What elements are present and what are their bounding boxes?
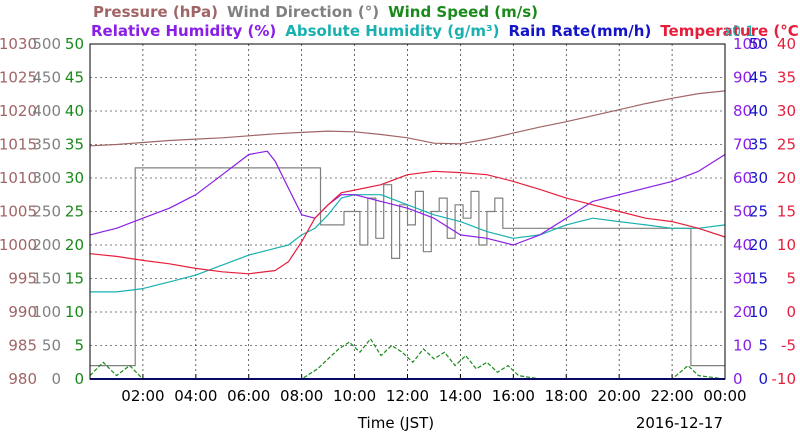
y-tick-label-wind-speed: 25 [65, 203, 84, 221]
y-tick-label-wind-direction: 150 [32, 270, 61, 288]
x-tick-label: 18:00 [545, 387, 588, 405]
y-tick-label-wind-speed: 40 [65, 102, 84, 120]
y-tick-label-humidity: 70 [733, 136, 752, 154]
y-tick-label-wind-direction: 350 [32, 136, 61, 154]
y-tick-label-humidity: 10 [733, 337, 752, 355]
y-tick-label-temperature: 0 [786, 303, 796, 321]
y-tick-label-wind-direction: 250 [32, 203, 61, 221]
y-tick-label-pressure: 1020 [0, 102, 37, 120]
y-tick-label-pressure: 1000 [0, 236, 37, 254]
series-line-temperature [89, 170, 726, 275]
x-tick-label: 02:00 [121, 387, 164, 405]
y-tick-label-humidity: 20 [733, 303, 752, 321]
y-tick-label-rain-rate: 15 [749, 270, 768, 288]
y-tick-label-temperature: 35 [777, 69, 796, 87]
legend-entry: Rain Rate(mm/h) [508, 22, 651, 40]
y-tick-label-rain-rate: 25 [749, 203, 768, 221]
y-tick-label-wind-direction: 0 [51, 370, 61, 388]
y-tick-label-rain-rate: 0 [758, 370, 768, 388]
y-tick-label-wind-speed: 45 [65, 69, 84, 87]
y-tick-label-humidity: 100 [733, 35, 762, 53]
legend-entry: Temperature (°C) [660, 22, 800, 40]
y-tick-label-wind-speed: 50 [65, 35, 84, 53]
y-tick-label-pressure: 1010 [0, 169, 37, 187]
legend-entry: Pressure (hPa) [93, 3, 218, 21]
y-axis-ticks: 9809859909951000100510101015102010251030… [0, 35, 796, 388]
y-tick-label-temperature: 10 [777, 236, 796, 254]
series-line-pressure [89, 90, 726, 147]
y-tick-label-temperature: 30 [777, 102, 796, 120]
y-tick-label-temperature: -5 [781, 337, 796, 355]
series-line-humidity [89, 150, 726, 246]
legend-entry: Wind Speed (m/s) [388, 3, 538, 21]
y-tick-label-rain-rate: 50 [749, 35, 768, 53]
x-tick-label: 06:00 [227, 387, 270, 405]
legend-entry: Relative Humidity (%) [91, 22, 276, 40]
y-tick-label-temperature: 15 [777, 203, 796, 221]
y-tick-label-wind-direction: 400 [32, 102, 61, 120]
y-tick-label-rain-rate: 30 [749, 169, 768, 187]
x-axis-label: Time (JST) [357, 414, 434, 432]
y-tick-label-temperature: 25 [777, 136, 796, 154]
grid [90, 44, 725, 379]
y-tick-label-wind-speed: 20 [65, 236, 84, 254]
series-line-wind-direction [90, 167, 725, 367]
y-tick-label-temperature: -10 [772, 370, 797, 388]
y-tick-label-pressure: 1025 [0, 69, 37, 87]
y-tick-label-rain-rate: 40 [749, 102, 768, 120]
legend-scale-note: x0.1 [724, 24, 755, 40]
y-tick-label-wind-speed: 15 [65, 270, 84, 288]
y-tick-label-wind-speed: 35 [65, 136, 84, 154]
legend-entry: Absolute Humidity (g/m³) [285, 22, 499, 40]
y-tick-label-wind-speed: 10 [65, 303, 84, 321]
y-tick-label-pressure: 980 [8, 370, 37, 388]
y-tick-label-humidity: 0 [733, 370, 743, 388]
date-label: 2016-12-17 [636, 414, 723, 432]
y-tick-label-temperature: 5 [786, 270, 796, 288]
x-tick-label: 14:00 [439, 387, 482, 405]
y-tick-label-humidity: 90 [733, 69, 752, 87]
y-tick-label-rain-rate: 35 [749, 136, 768, 154]
y-tick-label-wind-speed: 30 [65, 169, 84, 187]
y-tick-label-pressure: 1015 [0, 136, 37, 154]
y-tick-label-pressure: 1030 [0, 35, 37, 53]
y-tick-label-rain-rate: 20 [749, 236, 768, 254]
y-tick-label-wind-speed: 0 [74, 370, 84, 388]
x-tick-label: 04:00 [174, 387, 217, 405]
x-tick-label: 22:00 [650, 387, 693, 405]
x-tick-label: 10:00 [333, 387, 376, 405]
x-tick-label: 16:00 [492, 387, 535, 405]
x-tick-label: 12:00 [386, 387, 429, 405]
y-tick-label-wind-direction: 300 [32, 169, 61, 187]
y-tick-label-rain-rate: 45 [749, 69, 768, 87]
y-tick-label-pressure: 985 [8, 337, 37, 355]
y-tick-label-temperature: 20 [777, 169, 796, 187]
y-tick-label-humidity: 60 [733, 169, 752, 187]
legend-entry: Wind Direction (°) [227, 3, 379, 21]
y-tick-label-pressure: 995 [8, 270, 37, 288]
legend: Pressure (hPa) Wind Direction (°) Wind Spe… [91, 3, 800, 40]
y-tick-label-pressure: 990 [8, 303, 37, 321]
y-tick-label-temperature: 40 [777, 35, 796, 53]
y-tick-label-rain-rate: 5 [758, 337, 768, 355]
y-tick-label-wind-direction: 450 [32, 69, 61, 87]
x-axis-ticks: 02:00 04:00 06:00 08:00 10:00 12:00 14:00 16:00… [121, 374, 747, 405]
y-tick-label-rain-rate: 10 [749, 303, 768, 321]
y-tick-label-wind-direction: 100 [32, 303, 61, 321]
x-tick-label: 00:00 [703, 387, 746, 405]
y-tick-label-humidity: 50 [733, 203, 752, 221]
x-tick-label: 20:00 [598, 387, 641, 405]
y-tick-label-humidity: 40 [733, 236, 752, 254]
x-tick-label: 08:00 [280, 387, 323, 405]
y-tick-label-wind-direction: 200 [32, 236, 61, 254]
y-tick-label-wind-speed: 5 [74, 337, 84, 355]
y-tick-label-wind-direction: 50 [42, 337, 61, 355]
y-tick-label-wind-direction: 500 [32, 35, 61, 53]
y-tick-label-humidity: 80 [733, 102, 752, 120]
y-tick-label-humidity: 30 [733, 270, 752, 288]
y-tick-label-pressure: 1005 [0, 203, 37, 221]
